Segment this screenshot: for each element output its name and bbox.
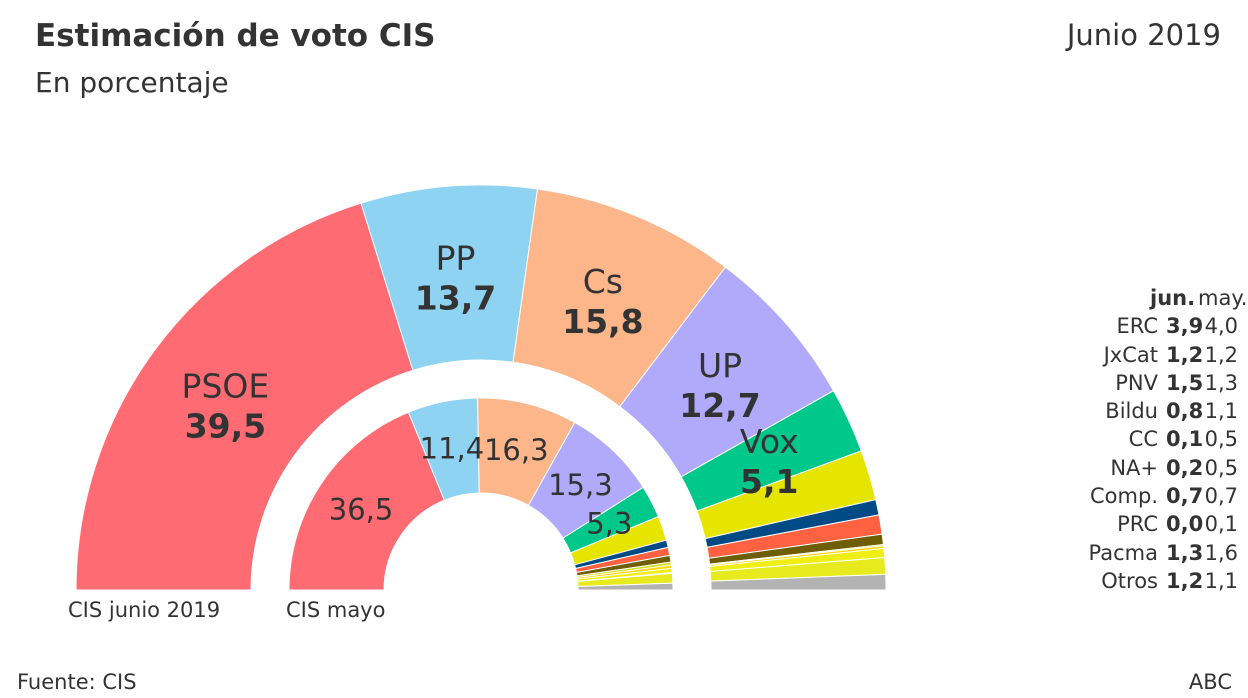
header-jun: jun. (1150, 286, 1196, 310)
chart-title: Estimación de voto CIS (35, 18, 436, 54)
party-name: JxCat (1103, 342, 1158, 367)
value-jun: 1,2 (1166, 342, 1204, 367)
others-table: jun. may. ERC 3,9 4,0 JxCat 1,2 1,2 PNV 1,5 1,3 B… (1048, 284, 1248, 595)
arc-may-psoe (288, 411, 446, 591)
data-label-jun: 5,1 (740, 462, 798, 501)
value-may: 0,1 (1204, 512, 1238, 537)
party-label: Vox (740, 422, 799, 461)
party-name: PNV (1115, 370, 1158, 395)
data-label-may: 36,5 (329, 492, 394, 526)
data-label-jun: 13,7 (415, 279, 496, 318)
party-name: Otros (1101, 568, 1158, 593)
data-label-jun: 12,7 (679, 386, 760, 425)
party-name: Comp. (1090, 484, 1158, 509)
data-label-may: 11,4 (420, 431, 485, 465)
chart-date: Junio 2019 (1066, 18, 1221, 52)
value-may: 4,0 (1204, 314, 1238, 339)
value-may: 0,5 (1204, 427, 1238, 452)
data-label-jun: 15,8 (562, 302, 643, 341)
party-name: CC (1128, 427, 1158, 452)
value-jun: 0,1 (1166, 427, 1204, 452)
inner-ring-label: CIS mayo (286, 598, 386, 622)
value-may: 1,6 (1204, 540, 1238, 565)
value-jun: 1,2 (1166, 568, 1204, 593)
value-may: 1,3 (1204, 370, 1238, 395)
others-table-row: PNV 1,5 1,3 (1048, 369, 1238, 397)
others-table-header: jun. may. (1048, 284, 1248, 312)
data-label-may: 15,3 (548, 468, 613, 502)
arc-may-otros (577, 582, 674, 591)
brand-credit: ABC (1188, 670, 1232, 694)
outer-ring-label: CIS junio 2019 (68, 598, 221, 622)
party-label: PP (436, 239, 476, 278)
others-table-row: PRC 0,0 0,1 (1048, 510, 1238, 538)
party-name: ERC (1116, 314, 1158, 339)
data-label-may: 5,3 (586, 507, 632, 541)
chart-subtitle: En porcentaje (35, 66, 229, 99)
data-label-jun: 39,5 (185, 407, 266, 446)
party-name: Pacma (1088, 540, 1158, 565)
value-jun: 3,9 (1166, 314, 1204, 339)
party-label: PSOE (182, 367, 270, 406)
value-jun: 0,7 (1166, 484, 1204, 509)
others-table-row: ERC 3,9 4,0 (1048, 312, 1238, 340)
party-name: PRC (1117, 512, 1158, 537)
arc-jun-otros (710, 573, 887, 591)
arc-jun-psoe (75, 202, 414, 591)
party-name: NA+ (1110, 455, 1158, 480)
others-table-row: Otros 1,2 1,1 (1048, 567, 1238, 595)
header-may: may. (1198, 286, 1248, 310)
party-label: UP (698, 346, 742, 385)
source-note: Fuente: CIS (17, 670, 137, 694)
value-may: 1,2 (1204, 342, 1238, 367)
value-may: 0,5 (1204, 455, 1238, 480)
others-table-row: Comp. 0,7 0,7 (1048, 482, 1238, 510)
others-table-row: Bildu 0,8 1,1 (1048, 397, 1238, 425)
value-jun: 0,2 (1166, 455, 1204, 480)
others-table-row: NA+ 0,2 0,5 (1048, 454, 1238, 482)
others-table-row: JxCat 1,2 1,2 (1048, 341, 1238, 369)
value-jun: 1,3 (1166, 540, 1204, 565)
value-jun: 0,0 (1166, 512, 1204, 537)
value-jun: 0,8 (1166, 399, 1204, 424)
others-table-row: CC 0,1 0,5 (1048, 425, 1238, 453)
value-jun: 1,5 (1166, 370, 1204, 395)
data-label-may: 16,3 (484, 433, 549, 467)
value-may: 1,1 (1204, 399, 1238, 424)
value-may: 0,7 (1204, 484, 1238, 509)
others-table-row: Pacma 1,3 1,6 (1048, 539, 1238, 567)
party-name: Bildu (1105, 399, 1158, 424)
party-label: Cs (583, 262, 623, 301)
value-may: 1,1 (1204, 568, 1238, 593)
